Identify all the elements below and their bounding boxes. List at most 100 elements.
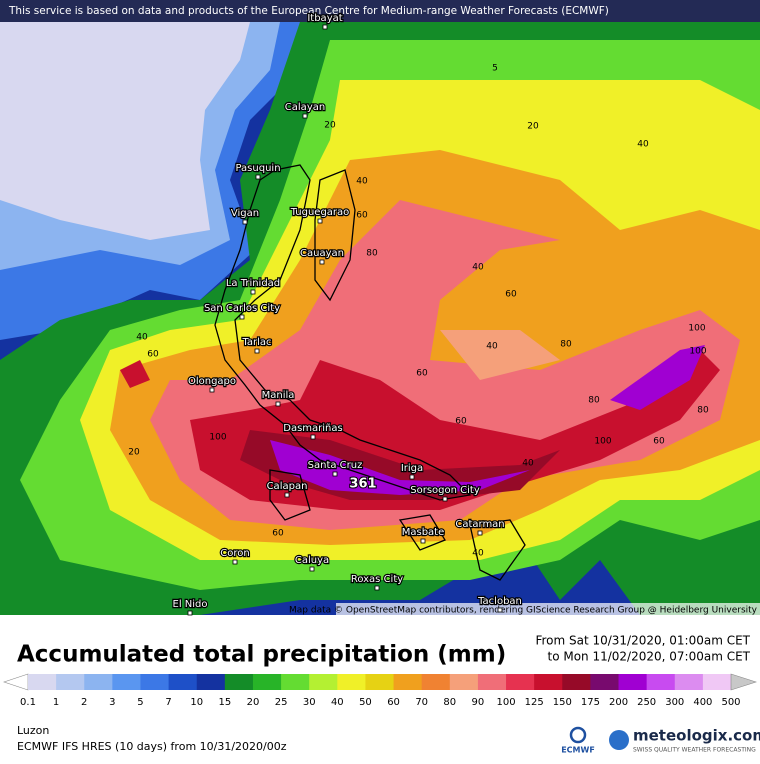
place-marker: [239, 314, 245, 320]
period-from: From Sat 10/31/2020, 01:00am CET: [535, 634, 750, 648]
meteologix-icon: [609, 730, 629, 750]
legend-label: 125: [525, 697, 544, 708]
legend-swatch: [534, 674, 563, 690]
place-marker: [420, 538, 426, 544]
contour-label: 40: [522, 459, 534, 469]
place-marker: [317, 218, 323, 224]
legend-under: [3, 673, 29, 691]
place-label: Calayan: [285, 102, 325, 113]
banner-background: [0, 0, 760, 22]
place-label: Tuguegarao: [290, 207, 350, 218]
legend-label: 300: [665, 697, 684, 708]
place-label: Pasuquin: [235, 163, 280, 174]
tagline: SWISS QUALITY WEATHER FORECASTING: [633, 747, 756, 754]
place-label: La Trinidad: [226, 278, 280, 289]
contour-label: 60: [416, 369, 428, 379]
contour-label: 80: [588, 396, 600, 406]
place-label: Iriga: [401, 463, 423, 474]
place-marker: [284, 492, 290, 498]
legend-label: 175: [581, 697, 600, 708]
place-marker: [254, 348, 260, 354]
legend-label: 2: [81, 697, 87, 708]
legend-swatch: [562, 674, 591, 690]
contour-label: 60: [272, 529, 284, 539]
contour-label: 40: [472, 263, 484, 273]
place-label: Caluya: [295, 555, 329, 566]
legend-label: 400: [693, 697, 712, 708]
contour-label: 60: [147, 350, 159, 360]
legend-label: 3: [109, 697, 115, 708]
contour-label: 40: [136, 333, 148, 343]
meteologix-logo: meteologix.com: [633, 727, 760, 745]
legend-swatch: [112, 674, 141, 690]
place-label: Cauayan: [300, 248, 344, 259]
place-marker: [250, 289, 256, 295]
place-marker: [409, 474, 415, 480]
legend-label: 150: [553, 697, 572, 708]
place-label: Coron: [220, 548, 249, 559]
place-marker: [322, 24, 328, 30]
contour-label: 100: [594, 437, 611, 447]
period-to: to Mon 11/02/2020, 07:00am CET: [548, 650, 751, 664]
place-marker: [310, 434, 316, 440]
contour-label: 60: [455, 417, 467, 427]
place-label: Sorsogon City: [410, 485, 480, 496]
legend-label: 1: [53, 697, 59, 708]
legend-label: 200: [609, 697, 628, 708]
contour-label: 5: [492, 64, 498, 74]
place-marker: [497, 607, 503, 613]
contour-label: 40: [637, 140, 649, 150]
legend-swatch: [224, 674, 254, 690]
legend-label: 70: [415, 697, 428, 708]
contour-label: 20: [527, 122, 539, 132]
legend-swatch: [140, 674, 170, 690]
legend-over: [730, 673, 757, 691]
ecmwf-logo: ECMWF: [561, 746, 595, 755]
legend-label: 15: [218, 697, 231, 708]
place-label: Dasmariñas: [283, 423, 342, 434]
legend-label: 30: [303, 697, 316, 708]
model-info: ECMWF IFS HRES (10 days) from 10/31/2020…: [17, 740, 287, 753]
legend-swatch: [168, 674, 198, 690]
legend-label: 0.1: [20, 697, 36, 708]
legend-label: 100: [496, 697, 515, 708]
legend-label: 60: [387, 697, 400, 708]
legend-swatch: [393, 674, 423, 690]
place-label: Tarlac: [241, 337, 271, 348]
legend-label: 5: [137, 697, 143, 708]
contour-label: 60: [505, 290, 517, 300]
contour-label: 60: [356, 211, 368, 221]
place-marker: [477, 530, 483, 536]
legend-label: 7: [165, 697, 171, 708]
contour-label: 80: [366, 249, 378, 259]
legend-label: 250: [637, 697, 656, 708]
field-salmon: [440, 330, 560, 380]
place-marker: [209, 387, 215, 393]
precipitation-map: This service is based on data and produc…: [0, 0, 760, 616]
legend-label: 90: [472, 697, 485, 708]
contour-label: 40: [356, 177, 368, 187]
attribution-background: [336, 603, 760, 616]
legend-label: 40: [331, 697, 344, 708]
place-label: Tacloban: [477, 596, 522, 607]
legend-swatch: [252, 674, 282, 690]
place-marker: [242, 219, 248, 225]
place-marker: [255, 174, 261, 180]
coastline: [214, 164, 526, 581]
color-legend: 0.1 1 2 3 5 7 10 15 20 25 30 40 50 60 70 80 90 100 125 150 1…: [3, 673, 757, 708]
legend-swatch: [309, 674, 338, 690]
legend-label: 500: [721, 697, 740, 708]
place-label: Calapan: [267, 481, 308, 492]
contour-label: 40: [472, 549, 484, 559]
field-lavender: [0, 22, 250, 240]
legend-swatch: [590, 674, 620, 690]
contour-label: 20: [128, 448, 140, 458]
legend-label: 80: [443, 697, 456, 708]
place-marker: [302, 113, 308, 119]
place-marker: [442, 496, 448, 502]
contour-label: 40: [486, 342, 498, 352]
legend-label: 10: [190, 697, 203, 708]
title: Accumulated total precipitation (mm): [17, 642, 506, 668]
contour-label: 80: [697, 406, 709, 416]
